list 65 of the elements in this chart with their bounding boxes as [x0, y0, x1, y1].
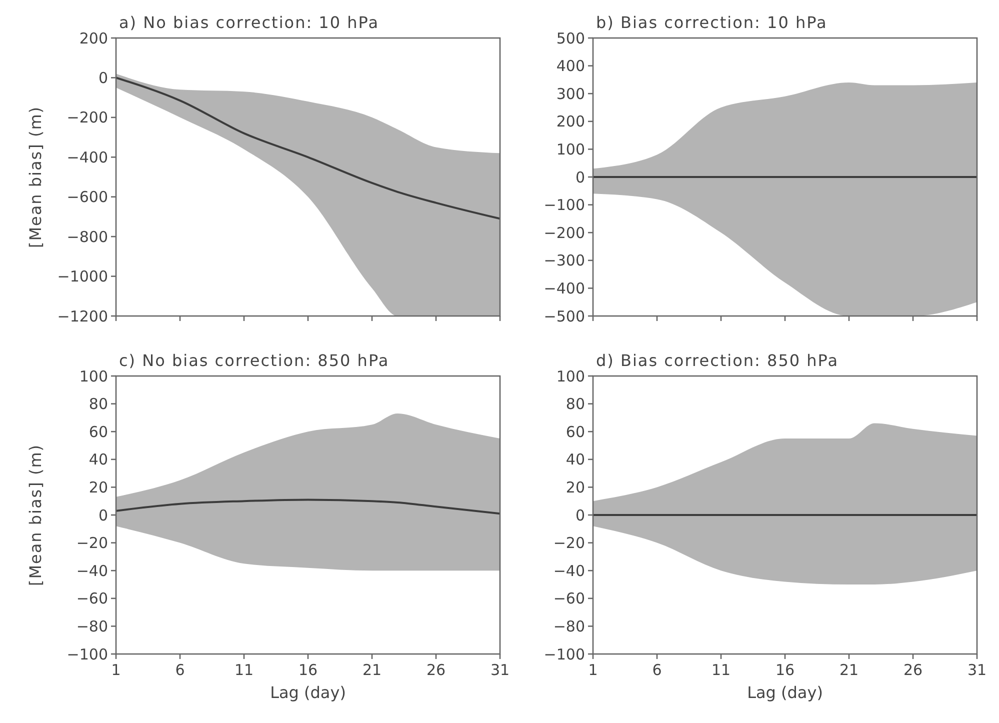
- x-tick-label: 11: [234, 661, 254, 679]
- y-tick-label: 80: [88, 395, 108, 414]
- y-tick-label: −60: [553, 590, 585, 608]
- y-tick-label: −20: [553, 534, 585, 552]
- y-tick-label: −400: [66, 148, 108, 166]
- y-tick-label: −80: [76, 617, 108, 636]
- y-tick-label: 100: [556, 367, 585, 386]
- y-tick-label: −40: [76, 562, 108, 580]
- y-tick-label: −800: [66, 228, 108, 246]
- y-tick-label: −60: [76, 590, 108, 608]
- x-axis-title: Lag (day): [270, 683, 346, 702]
- x-tick-label: 6: [175, 661, 185, 679]
- x-tick-label: 26: [903, 661, 923, 679]
- x-axis-title: Lag (day): [747, 683, 823, 702]
- x-tick-label: 11: [711, 661, 731, 679]
- x-tick-label: 31: [967, 661, 987, 679]
- y-tick-label: 0: [98, 68, 108, 87]
- y-axis-title: [Mean bias] (m): [26, 444, 45, 586]
- x-tick-label: 6: [652, 661, 662, 679]
- y-tick-label: −100: [66, 645, 108, 664]
- y-tick-label: −1000: [57, 268, 108, 286]
- y-tick-label: 0: [575, 506, 585, 524]
- y-tick-label: 300: [556, 84, 585, 103]
- chart-title: d) Bias correction: 850 hPa: [596, 351, 839, 370]
- y-tick-label: 400: [556, 57, 585, 76]
- y-tick-label: −80: [553, 617, 585, 636]
- y-tick-label: 60: [88, 422, 108, 441]
- y-tick-label: −400: [544, 279, 585, 298]
- x-tick-label: 16: [775, 661, 795, 679]
- x-tick-label: 16: [298, 661, 318, 679]
- y-tick-label: −200: [66, 108, 108, 127]
- x-tick-label: 31: [490, 661, 510, 679]
- y-tick-label: −20: [76, 534, 108, 552]
- y-tick-label: 0: [575, 168, 585, 186]
- x-tick-label: 1: [111, 661, 121, 679]
- chart-title: a) No bias correction: 10 hPa: [119, 13, 379, 32]
- y-tick-label: 40: [88, 450, 108, 469]
- y-tick-label: 100: [556, 140, 585, 158]
- chart-title: b) Bias correction: 10 hPa: [596, 13, 828, 32]
- y-tick-label: −100: [544, 645, 585, 664]
- y-tick-label: 40: [566, 450, 585, 469]
- line-series: [116, 498, 500, 515]
- y-tick-label: −200: [544, 224, 585, 242]
- x-tick-label: 21: [839, 661, 859, 679]
- y-tick-label: 20: [88, 478, 108, 496]
- y-tick-label: 500: [556, 29, 585, 48]
- y-tick-label: 200: [556, 112, 585, 131]
- y-tick-label: 0: [98, 506, 108, 524]
- y-tick-label: −300: [544, 252, 585, 270]
- y-tick-label: 60: [566, 422, 585, 441]
- y-tick-label: −1200: [57, 307, 108, 326]
- y-tick-label: −100: [544, 196, 585, 214]
- line-series: [116, 76, 500, 220]
- y-tick-label: 80: [566, 395, 585, 414]
- y-tick-label: 200: [79, 29, 108, 48]
- chart-title: c) No bias correction: 850 hPa: [119, 351, 390, 370]
- y-tick-label: −600: [66, 188, 108, 206]
- y-tick-label: 20: [566, 478, 585, 496]
- x-tick-label: 1: [588, 661, 598, 679]
- y-tick-label: 100: [79, 367, 108, 386]
- y-tick-label: −40: [553, 562, 585, 580]
- y-axis-title: [Mean bias] (m): [26, 106, 45, 248]
- y-tick-label: −500: [544, 307, 585, 326]
- x-tick-label: 21: [362, 661, 382, 679]
- x-tick-label: 26: [426, 661, 446, 679]
